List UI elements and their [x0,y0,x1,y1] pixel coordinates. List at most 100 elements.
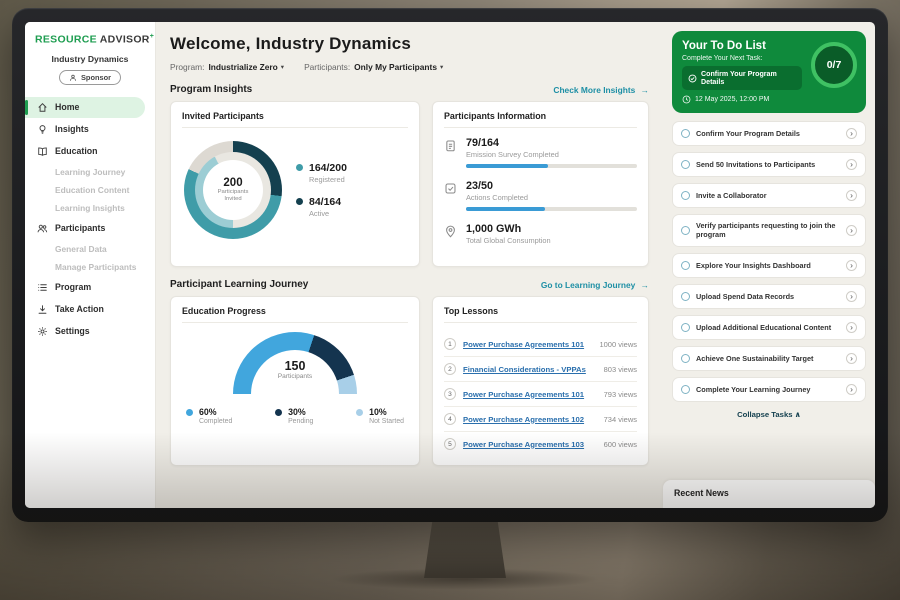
lesson-link[interactable]: Power Purchase Agreements 103 [463,439,585,449]
lesson-row[interactable]: 1 Power Purchase Agreements 101 1000 vie… [444,332,637,357]
chevron-right-icon[interactable]: › [846,259,857,271]
recent-news-header[interactable]: Recent News [663,480,875,508]
org-name: Industry Dynamics [51,53,129,64]
chevron-down-icon: ▾ [280,64,285,71]
chevron-right-icon[interactable]: › [846,224,857,236]
rank-badge: 3 [444,388,456,400]
chevron-right-icon[interactable]: › [846,290,857,302]
lesson-views: 1000 views [599,339,637,349]
education-progress-gauge-chart[interactable]: 150 Participants [233,332,357,395]
logo-secondary: ADVISOR [99,33,150,46]
legend-dot [275,409,283,416]
task-row[interactable]: Upload Additional Educational Content › [672,314,866,340]
gauge-center-value: 150 [284,359,306,373]
sidebar-item-insights[interactable]: Insights [25,119,155,140]
person-icon [70,74,76,81]
task-checkbox[interactable] [681,191,690,200]
lesson-row[interactable]: 3 Power Purchase Agreements 101 793 view… [444,382,637,407]
program-value: Industrialize Zero [208,62,278,72]
sidebar-item-learning-insights[interactable]: Learning Insights [55,202,125,213]
emission-survey-progress-bar [466,164,637,168]
education-progress-card: Education Progress 150 Participants [170,296,420,466]
task-row[interactable]: Send 50 Invitations to Participants › [672,152,866,177]
sidebar-item-program[interactable]: Program [25,277,155,298]
task-checkbox[interactable] [681,291,690,301]
legend-registered: 164/200 Registered [296,162,347,184]
participants-information-card: Participants Information 79/164 Emission… [432,101,649,267]
program-label: Program: [170,62,205,72]
lesson-link[interactable]: Power Purchase Agreements 102 [463,414,585,424]
task-row[interactable]: Complete Your Learning Journey › [672,376,866,402]
lesson-row[interactable]: 2 Financial Considerations - VPPAs 803 v… [444,357,637,382]
chevron-right-icon[interactable]: › [846,128,857,139]
next-task-due: 12 May 2025, 12:00 PM [682,95,802,104]
card-title: Top Lessons [444,306,637,323]
next-task-pill[interactable]: Confirm Your Program Details [682,66,802,90]
task-checkbox[interactable] [681,129,690,138]
sidebar-item-education-content[interactable]: Education Content [55,184,130,195]
check-more-insights-link[interactable]: Check More Insights → [553,84,649,95]
task-row[interactable]: Verify participants requesting to join t… [672,214,866,247]
chevron-right-icon[interactable]: › [846,321,857,333]
stat-global-consumption: 1,000 GWh Total Global Consumption [444,223,637,245]
next-task-label: Confirm Your Program Details [701,70,777,86]
task-checkbox[interactable] [681,384,690,394]
list-icon [38,283,47,291]
task-row[interactable]: Invite a Collaborator › [672,183,866,208]
sidebar-item-general-data[interactable]: General Data [55,243,107,254]
chevron-right-icon[interactable]: › [846,190,857,201]
task-checkbox[interactable] [681,353,690,363]
legend-not-started: 10% Not Started [356,407,404,425]
screen: RESOURCE ADVISOR+ Industry Dynamics Spon… [25,22,875,508]
legend-dot [356,409,364,416]
sponsor-label: Sponsor [81,73,111,82]
people-icon [37,224,48,232]
sidebar-item-label: Settings [55,326,90,336]
participants-select[interactable]: Participants: Only My Participants ▾ [304,62,443,72]
rank-badge: 1 [444,338,456,350]
task-row[interactable]: Achieve One Sustainability Target › [672,345,866,371]
task-row[interactable]: Confirm Your Program Details › [672,121,866,146]
program-select[interactable]: Program: Industrialize Zero ▾ [170,62,284,72]
sidebar-item-home[interactable]: Home [25,96,145,118]
arrow-right-icon: → [640,279,649,290]
chevron-right-icon[interactable]: › [846,352,857,364]
task-row[interactable]: Upload Spend Data Records › [672,283,866,309]
logo-plus: + [149,33,155,40]
lesson-row[interactable]: 5 Power Purchase Agreements 103 600 view… [444,432,637,456]
sponsor-badge[interactable]: Sponsor [59,70,121,85]
chevron-right-icon[interactable]: › [846,159,857,170]
monitor-bezel: RESOURCE ADVISOR+ Industry Dynamics Spon… [12,8,888,522]
collapse-tasks-link[interactable]: Collapse Tasks ∧ [737,409,801,419]
chevron-up-icon: ∧ [794,409,801,419]
sidebar-item-participants[interactable]: Participants [25,218,155,239]
lesson-views: 600 views [603,439,637,449]
task-row[interactable]: Explore Your Insights Dashboard › [672,252,866,278]
chevron-down-icon: ▾ [440,64,444,71]
legend-dot [296,164,303,171]
task-checkbox[interactable] [681,225,690,235]
sidebar-item-education[interactable]: Education [25,141,155,162]
sidebar-item-label: Participants [55,223,106,233]
go-to-learning-journey-link[interactable]: Go to Learning Journey → [540,279,649,290]
sidebar-item-learning-journey[interactable]: Learning Journey [55,166,126,177]
task-checkbox[interactable] [681,160,690,169]
check-square-icon [444,182,457,195]
chevron-right-icon[interactable]: › [846,383,857,395]
task-checkbox[interactable] [681,260,690,270]
rank-badge: 4 [444,413,456,425]
task-list: Confirm Your Program Details › Send 50 I… [672,121,866,408]
sidebar-item-settings[interactable]: Settings [25,321,155,342]
program-insights-title: Program Insights [170,84,253,95]
lesson-link[interactable]: Power Purchase Agreements 101 [463,389,585,399]
lesson-link[interactable]: Financial Considerations - VPPAs [463,364,586,374]
todo-summary-card: Your To Do List Complete Your Next Task:… [672,31,866,113]
invited-participants-donut-chart[interactable]: 200 Participants Invited [184,141,282,239]
sidebar-item-manage-participants[interactable]: Manage Participants [55,261,137,272]
sidebar-item-take-action[interactable]: Take Action [25,299,155,320]
task-checkbox[interactable] [681,322,690,332]
legend-pending: 30% Pending [275,407,313,425]
lesson-row[interactable]: 4 Power Purchase Agreements 102 734 view… [444,407,637,432]
lesson-link[interactable]: Power Purchase Agreements 101 [463,339,585,349]
